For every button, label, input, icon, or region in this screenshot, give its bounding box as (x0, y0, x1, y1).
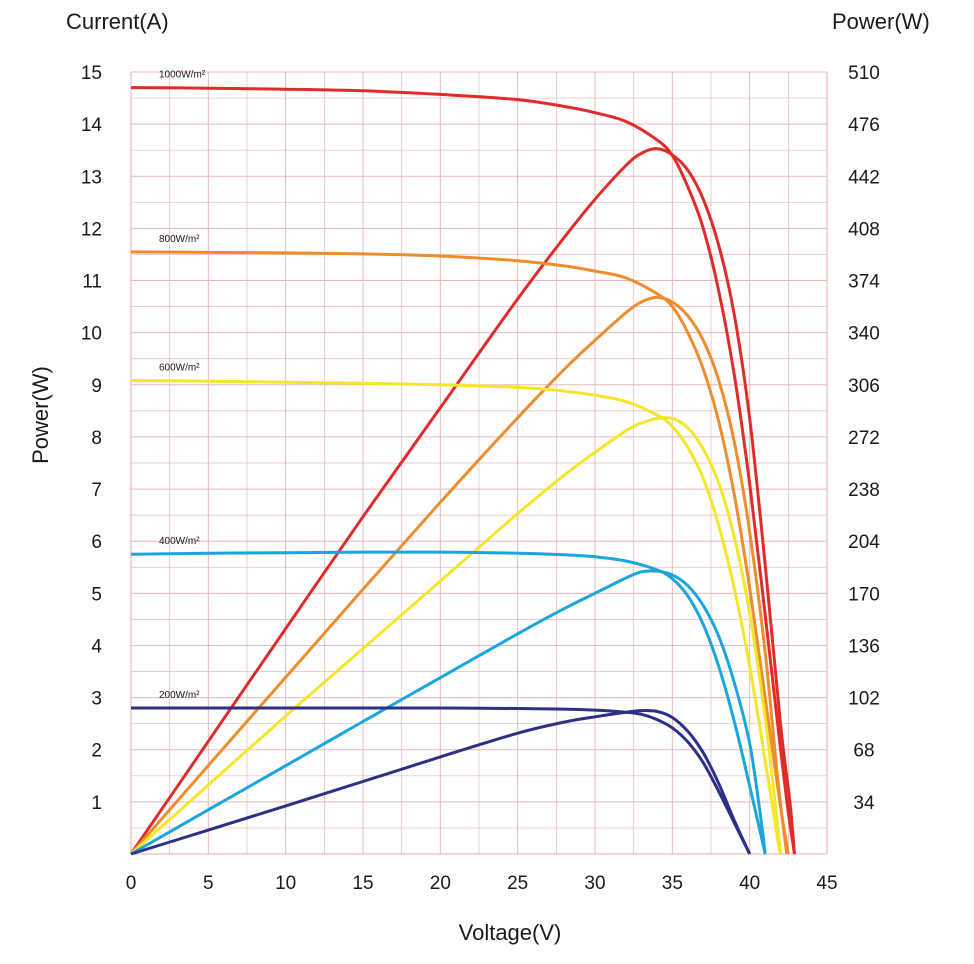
y-tick-label-current: 9 (91, 376, 102, 397)
y-tick-label-current: 13 (81, 167, 102, 188)
pv-curve-800 (129, 295, 789, 855)
labels: 0 5 10 15 20 25 30 35 40 451234567891011121314153… (81, 63, 880, 894)
y-tick-label-current: 1 (91, 793, 102, 814)
irradiance-label-200: 200W/m² (159, 690, 200, 701)
y-tick-label-current: 3 (91, 689, 102, 710)
x-tick-label: 20 (430, 873, 451, 894)
iv-curve-200 (130, 706, 752, 855)
x-tick-label: 10 (275, 873, 296, 894)
x-tick-label: 0 (126, 873, 137, 894)
x-tick-label: 45 (816, 873, 837, 894)
x-tick-label: 15 (352, 873, 373, 894)
y-tick-label-current: 4 (91, 636, 102, 657)
x-tick-label: 5 (203, 873, 214, 894)
y-tick-label-power: 340 (848, 324, 880, 345)
iv-curve-1000 (130, 86, 796, 855)
y-tick-label-current: 2 (91, 741, 102, 762)
y-tick-label-power: 272 (848, 428, 880, 449)
iv-curve-800 (130, 250, 790, 855)
x-tick-label: 30 (584, 873, 605, 894)
y-tick-label-power: 136 (848, 636, 880, 657)
right-top-axis-title: Power(W) (832, 9, 930, 34)
y-tick-label-current: 12 (81, 219, 102, 240)
x-tick-label: 25 (507, 873, 528, 894)
y-tick-label-power: 102 (848, 689, 880, 710)
pv-curve-600 (130, 416, 783, 856)
y-tick-label-current: 15 (81, 63, 102, 84)
y-tick-label-power: 34 (853, 793, 875, 814)
y-tick-label-power: 510 (848, 63, 880, 84)
iv-curve-400 (130, 550, 767, 855)
y-tick-label-current: 5 (91, 584, 102, 605)
iv-curve-600 (130, 379, 783, 855)
x-tick-label: 40 (739, 873, 760, 894)
y-tick-label-power: 374 (848, 272, 880, 293)
x-axis-title: Voltage(V) (459, 920, 562, 945)
y-tick-label-power: 476 (848, 115, 880, 136)
irradiance-label-600: 600W/m² (159, 363, 200, 374)
y-tick-label-power: 408 (848, 219, 880, 240)
irradiance-label-400: 400W/m² (159, 536, 200, 547)
curves (129, 86, 796, 856)
irradiance-label-1000: 1000W/m² (159, 70, 206, 81)
y-tick-label-power: 204 (848, 532, 880, 553)
y-tick-label-power: 306 (848, 376, 880, 397)
y-tick-label-current: 7 (91, 480, 102, 501)
pv-curve-1000 (129, 147, 796, 855)
y-tick-label-current: 11 (82, 272, 102, 293)
left-side-axis-title: Power(W) (28, 366, 53, 464)
y-tick-label-current: 10 (81, 324, 102, 345)
y-tick-label-current: 6 (91, 532, 102, 553)
y-tick-label-power: 170 (848, 584, 880, 605)
y-tick-label-power: 238 (848, 480, 880, 501)
left-top-axis-title: Current(A) (66, 9, 169, 34)
y-tick-label-power: 442 (848, 167, 880, 188)
y-tick-label-power: 68 (853, 741, 874, 762)
pv-curve-200 (130, 709, 752, 856)
y-tick-label-current: 14 (81, 115, 103, 136)
pv-curve-400 (130, 569, 767, 856)
y-tick-label-current: 8 (91, 428, 102, 449)
irradiance-label-800: 800W/m² (159, 234, 200, 245)
x-tick-label: 35 (662, 873, 683, 894)
